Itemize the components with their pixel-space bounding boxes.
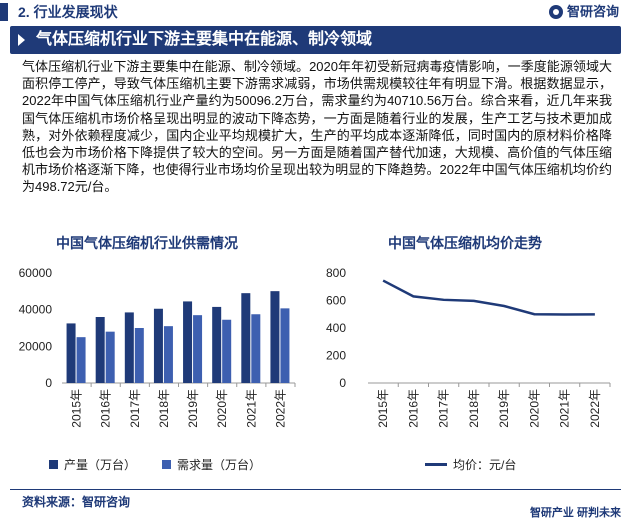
brand-logo: 智研咨询 <box>548 3 619 21</box>
y-tick-label: 20000 <box>19 339 53 353</box>
production-bar <box>212 306 222 383</box>
section-marker <box>0 3 8 21</box>
legend-price-label: 均价：元/台 <box>453 458 517 472</box>
demand-bar <box>222 319 232 383</box>
production-bar <box>270 291 280 383</box>
body-paragraph: 气体压缩机行业下游主要集中在能源、制冷领域。2020年年初受新冠病毒疫情影响，一… <box>22 59 612 195</box>
x-tick-label: 2019年 <box>186 389 200 428</box>
production-bar <box>124 312 134 383</box>
demand-bar <box>163 326 173 383</box>
source-note: 资料来源：智研咨询 <box>22 495 131 509</box>
x-tick-label: 2021年 <box>244 389 258 428</box>
x-tick-label: 2017年 <box>128 389 142 428</box>
x-tick-label: 2022年 <box>588 389 602 428</box>
production-bar <box>153 308 163 383</box>
demand-bar <box>280 308 290 383</box>
price-line-chart: 0 200 400 600 800 2015年 2016年 2017年 2018年 2019年 20… <box>326 266 611 428</box>
x-tick-label: 2015年 <box>376 389 390 428</box>
x-tick-label: 2018年 <box>467 389 481 428</box>
brand-icon <box>548 5 563 19</box>
production-bar <box>66 323 76 383</box>
heading-bar: 气体压缩机行业下游主要集中在能源、制冷领域 <box>10 26 621 54</box>
production-bar <box>183 301 193 383</box>
footer-divider <box>10 489 621 490</box>
x-tick-label: 2021年 <box>558 389 572 428</box>
footer-brand: 智研产业 研判未来 <box>529 507 621 519</box>
demand-bar <box>193 315 203 383</box>
x-tick-label: 2022年 <box>273 389 287 428</box>
y-tick-label: 800 <box>326 266 346 280</box>
y-tick-label: 60000 <box>19 266 53 280</box>
y-tick-label: 40000 <box>19 303 53 317</box>
legend-price-swatch <box>425 463 447 466</box>
supply-demand-bar-chart: 0 20000 40000 60000 2015年 2016年 2017年 2018年 2019… <box>19 266 296 428</box>
x-tick-label: 2016年 <box>99 389 113 428</box>
legend-production-label: 产量（万台） <box>64 458 137 472</box>
x-tick-label: 2016年 <box>406 389 420 428</box>
production-bar <box>241 293 251 383</box>
x-tick-label: 2020年 <box>527 389 541 428</box>
y-tick-label: 400 <box>326 321 346 335</box>
demand-bar <box>76 337 86 383</box>
line-chart-title: 中国气体压缩机均价走势 <box>388 235 542 251</box>
x-tick-label: 2018年 <box>157 389 171 428</box>
bar-chart-title: 中国气体压缩机行业供需情况 <box>56 235 238 251</box>
y-tick-label: 0 <box>339 376 346 390</box>
legend-demand-label: 需求量（万台） <box>177 458 262 472</box>
demand-bar <box>105 331 115 383</box>
price-series-line <box>382 279 595 316</box>
legend-demand: 需求量（万台） <box>162 456 261 473</box>
y-tick-label: 0 <box>45 376 52 390</box>
y-tick-label: 200 <box>326 349 346 363</box>
pin-icon <box>18 34 25 46</box>
production-bar <box>95 317 105 383</box>
demand-bar <box>134 328 144 383</box>
legend-demand-swatch <box>162 460 171 469</box>
legend-price: 均价：元/台 <box>425 456 516 473</box>
legend-production-swatch <box>49 460 58 469</box>
brand-name: 智研咨询 <box>566 4 619 19</box>
x-tick-label: 2015年 <box>70 389 84 428</box>
x-tick-label: 2019年 <box>497 389 511 428</box>
section-title: 2. 行业发展现状 <box>18 4 118 20</box>
legend-production: 产量（万台） <box>49 456 136 473</box>
x-tick-label: 2017年 <box>437 389 451 428</box>
y-tick-label: 600 <box>326 294 346 308</box>
top-bar: 2. 行业发展现状 智研咨询 <box>0 0 631 24</box>
demand-bar <box>251 314 261 383</box>
page-title: 气体压缩机行业下游主要集中在能源、制冷领域 <box>36 31 373 48</box>
x-tick-label: 2020年 <box>215 389 229 428</box>
